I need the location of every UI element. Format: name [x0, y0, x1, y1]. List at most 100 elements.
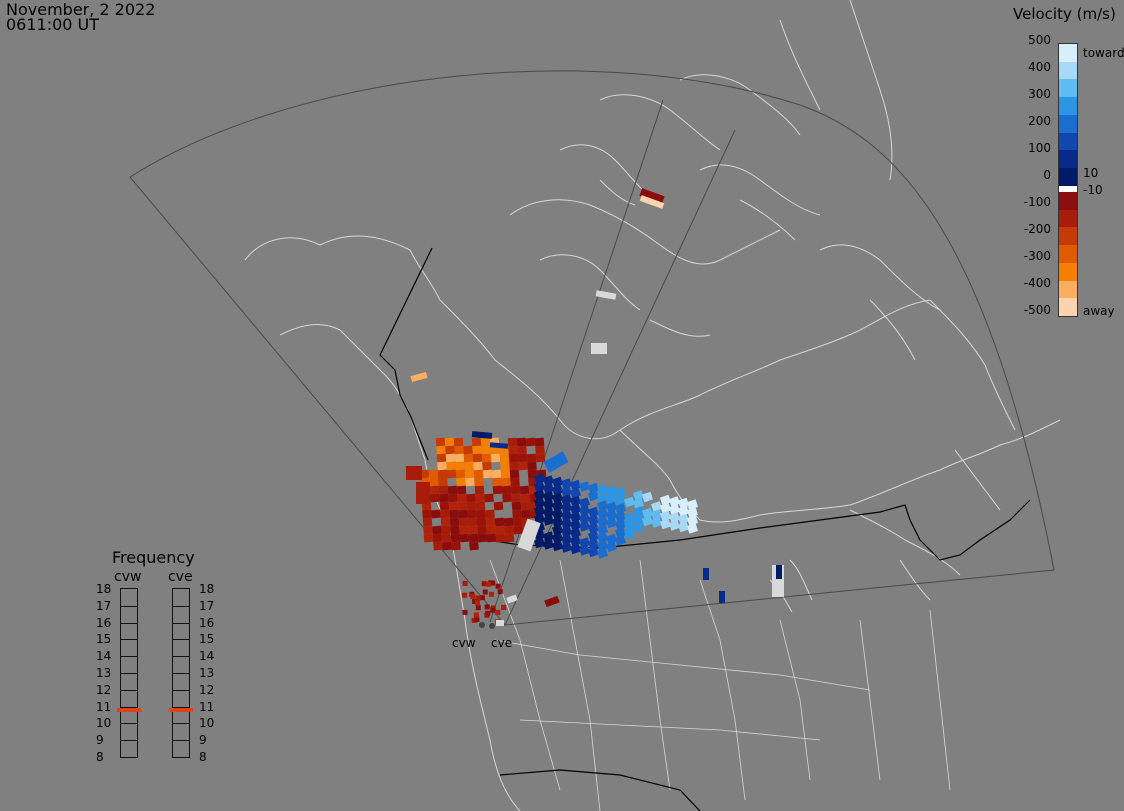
- freq-level-label: 15: [96, 632, 112, 647]
- freq-gridline: [121, 622, 137, 624]
- velocity-cell: [668, 520, 681, 531]
- colorbar-title: Velocity (m/s): [1013, 5, 1116, 23]
- velocity-cell: [543, 451, 569, 473]
- velocity-cell: [465, 477, 475, 487]
- velocity-cell: [429, 485, 440, 495]
- velocity-cell: [445, 453, 456, 463]
- freq-level-label: 11: [96, 699, 112, 714]
- velocity-cell: [445, 445, 455, 455]
- velocity-cell: [475, 501, 486, 511]
- away-label: away: [1083, 304, 1115, 318]
- velocity-cell: [591, 343, 607, 354]
- velocity-cell: [437, 469, 448, 479]
- freq-level-label: 15: [199, 632, 215, 647]
- velocity-cell: [495, 583, 501, 589]
- velocity-cell: [490, 607, 496, 613]
- freq-gridline: [173, 689, 189, 691]
- velocity-cell: [605, 485, 618, 497]
- velocity-cell: [470, 593, 476, 599]
- radar-sites: [479, 622, 495, 629]
- velocity-cell: [448, 493, 458, 503]
- velocity-cell: [587, 506, 600, 518]
- velocity-cell: [501, 477, 511, 487]
- velocity-cell: [551, 532, 564, 544]
- velocity-cell: [551, 492, 564, 504]
- velocity-cell: [512, 517, 523, 527]
- velocity-cell: [623, 528, 636, 540]
- freq-gridline: [121, 723, 137, 725]
- freq-level-label: 13: [96, 666, 112, 680]
- velocity-cell: [632, 490, 645, 501]
- time-label: 0611:00 UT: [6, 15, 100, 34]
- velocity-cell: [517, 518, 541, 552]
- velocity-cell: [463, 445, 473, 455]
- velocity-cell: [496, 620, 504, 626]
- velocity-cell: [468, 525, 478, 535]
- velocity-cell: [492, 485, 503, 495]
- velocity-cell: [614, 487, 627, 498]
- velocity-cell: [614, 519, 627, 530]
- toward-label: toward: [1083, 46, 1124, 60]
- velocity-cell: [639, 195, 665, 209]
- velocity-cell: [497, 589, 503, 595]
- velocity-cell: [485, 581, 491, 587]
- velocity-cell: [578, 481, 591, 492]
- velocity-cell: [511, 501, 522, 511]
- velocity-cell: [410, 372, 428, 382]
- velocity-cell: [486, 525, 496, 535]
- colorbar-segment: [1059, 97, 1077, 115]
- velocity-cell: [686, 523, 699, 534]
- freq-level-label: 9: [96, 733, 104, 748]
- velocity-cell: [449, 517, 460, 527]
- velocity-cell: [482, 469, 493, 479]
- velocity-cell: [475, 595, 481, 601]
- velocity-cell: [587, 522, 600, 534]
- freq-scale-cvw: [117, 588, 141, 758]
- velocity-cell: [469, 541, 479, 551]
- velocity-cell: [462, 609, 468, 615]
- velocity-cell: [473, 612, 479, 618]
- velocity-cell: [475, 493, 485, 503]
- velocity-cell: [632, 498, 645, 509]
- velocity-cell: [481, 445, 491, 455]
- velocity-cell: [428, 469, 439, 479]
- colorbar-segment: [1059, 132, 1077, 151]
- velocity-cell: [507, 437, 518, 447]
- velocity-cell: [614, 503, 627, 514]
- velocity-cell: [462, 580, 468, 586]
- velocity-cell: [464, 461, 474, 471]
- freq-radar-cve: cve: [168, 569, 193, 585]
- velocity-cell: [450, 533, 461, 543]
- velocity-cell: [448, 501, 459, 511]
- freq-level-label: 17: [96, 598, 112, 613]
- site-label-cvw: cvw: [452, 636, 476, 650]
- velocity-cell: [476, 509, 486, 519]
- velocity-cell: [467, 509, 477, 519]
- velocity-cell: [686, 515, 699, 526]
- velocity-cell: [587, 514, 600, 526]
- velocity-cell: [439, 501, 450, 511]
- velocity-cell: [456, 477, 466, 487]
- velocity-cell: [587, 490, 600, 502]
- velocity-cell: [450, 525, 460, 535]
- velocity-cell: [513, 525, 523, 535]
- colorbar-segment: [1059, 227, 1077, 246]
- velocity-cell: [596, 548, 609, 559]
- velocity-cell: [569, 479, 582, 491]
- velocity-cell: [551, 540, 564, 552]
- velocity-cell: [677, 521, 690, 533]
- velocity-cell: [560, 534, 573, 545]
- velocity-cell: [509, 469, 520, 479]
- velocity-cell: [441, 525, 451, 535]
- velocity-cell: [542, 515, 555, 526]
- freq-gridline: [173, 639, 189, 641]
- velocity-cell: [508, 453, 519, 463]
- velocity-cell: [459, 533, 470, 543]
- velocity-cell: [493, 501, 504, 511]
- velocity-cell: [432, 525, 442, 535]
- velocity-cell: [677, 505, 690, 517]
- freq-gridline: [121, 740, 137, 742]
- velocity-cell: [459, 525, 469, 535]
- freq-level-label: 17: [199, 598, 215, 613]
